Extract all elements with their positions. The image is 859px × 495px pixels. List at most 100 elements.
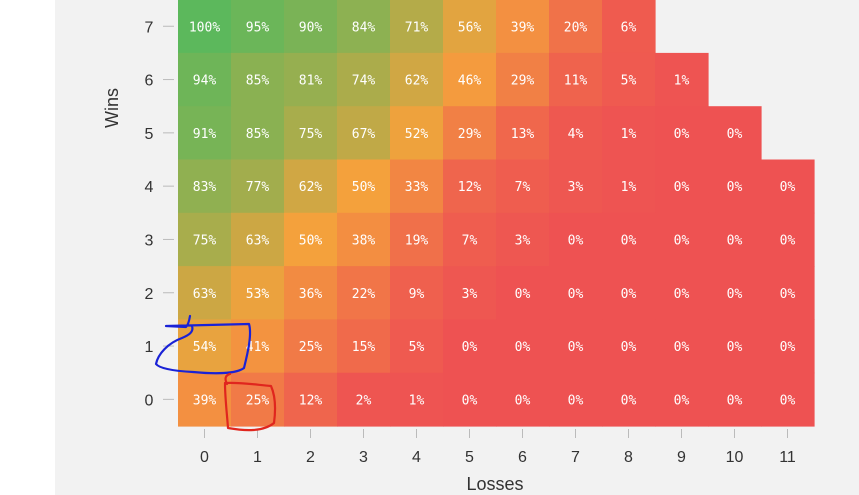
y-tick-label: 2: [145, 286, 154, 303]
cell-label: 0%: [780, 287, 796, 302]
heatmap-cell: [284, 106, 338, 161]
x-tick-label: 1: [253, 449, 262, 466]
x-tick-label: 11: [779, 449, 796, 466]
x-tick-label: 6: [518, 449, 527, 466]
heatmap-cell: [178, 266, 232, 320]
cell-label: 50%: [299, 233, 323, 248]
heatmap-cell: [178, 372, 232, 427]
cell-label: 0%: [674, 340, 690, 355]
cell-label: 0%: [727, 287, 743, 302]
cell-label: 63%: [246, 233, 270, 248]
x-tick-label: 4: [412, 449, 421, 466]
axis-ticks: 0 1 2 3 4 5 6 7 0 1 2 3 4 5 6 7 8 9 10 11: [145, 19, 796, 466]
heatmap-cell: [655, 52, 709, 107]
heatmap-cell: [708, 372, 762, 427]
x-tick-label: 5: [465, 449, 474, 466]
cell-label: 0%: [674, 287, 690, 302]
cell-label: 5%: [409, 340, 425, 355]
heatmap-cell: [443, 106, 497, 161]
heatmap-cell: [761, 212, 815, 267]
heatmap-cell: [178, 212, 232, 267]
heatmap-cell: [496, 212, 550, 267]
heatmap-cell: [549, 212, 603, 267]
cell-label: 62%: [405, 74, 429, 89]
heatmap-cell: [337, 212, 391, 267]
cell-label: 0%: [727, 393, 743, 408]
heatmap-cell: [602, 106, 656, 161]
blue-annotation-loop: [154, 314, 252, 375]
heatmap-cell: [496, 319, 550, 374]
cell-label: 50%: [352, 180, 376, 195]
heatmap-cell: [496, 266, 550, 320]
cell-label: 0%: [568, 287, 584, 302]
x-tick-label: 2: [306, 449, 315, 466]
cell-label: 0%: [568, 340, 584, 355]
cell-label: 3%: [568, 180, 584, 195]
heatmap-cell: [337, 106, 391, 161]
heatmap-cell: [390, 372, 444, 427]
heatmap-cell: [655, 372, 709, 427]
heatmap-cell: [602, 266, 656, 320]
cell-label: 0%: [515, 393, 531, 408]
cell-label: 0%: [780, 233, 796, 248]
cell-label: 94%: [193, 74, 217, 89]
cell-label: 81%: [299, 74, 323, 89]
cell-label: 91%: [193, 127, 217, 142]
y-tick-label: 4: [145, 179, 154, 196]
heatmap-cell: [390, 159, 444, 214]
cell-label: 63%: [193, 287, 217, 302]
heatmap-cell: [602, 372, 656, 427]
heatmap-cell: [443, 212, 497, 267]
heatmap-cell: [284, 212, 338, 267]
heatmap-cell: [496, 106, 550, 161]
cell-label: 0%: [780, 180, 796, 195]
x-tick-label: 3: [359, 449, 368, 466]
cell-label: 85%: [246, 127, 270, 142]
cell-label: 0%: [727, 340, 743, 355]
heatmap-cell: [761, 266, 815, 320]
heatmap-cell: [496, 372, 550, 427]
cell-label: 1%: [621, 127, 637, 142]
cell-label: 84%: [352, 20, 376, 35]
heatmap-cell: [390, 266, 444, 320]
cell-label: 0%: [462, 393, 478, 408]
y-axis-title: Wins: [102, 88, 122, 128]
cell-label: 4%: [568, 127, 584, 142]
cell-label: 15%: [352, 340, 376, 355]
cell-label: 56%: [458, 20, 482, 35]
heatmap-cell: [655, 212, 709, 267]
y-tick-label: 6: [145, 73, 154, 90]
heatmap-cell: [390, 52, 444, 107]
cell-label: 0%: [621, 233, 637, 248]
hand-annotations: [154, 314, 277, 432]
x-axis-title: Losses: [466, 474, 523, 494]
cell-label: 41%: [246, 340, 270, 355]
heatmap-cell: [602, 159, 656, 214]
heatmap-cell: [655, 319, 709, 374]
cell-label: 75%: [193, 233, 217, 248]
cell-label: 7%: [515, 180, 531, 195]
heatmap-cell: [178, 106, 232, 161]
heatmap-cell: [178, 52, 232, 107]
cell-label: 25%: [246, 393, 270, 408]
cell-label: 0%: [568, 393, 584, 408]
heatmap-cell: [231, 319, 285, 374]
cell-label: 0%: [727, 127, 743, 142]
heatmap-cell: [337, 159, 391, 214]
heatmap-cell: [708, 319, 762, 374]
heatmap-cell: [443, 319, 497, 374]
heatmap-cell: [390, 106, 444, 161]
cell-label: 29%: [511, 74, 535, 89]
heatmap-cell: [337, 372, 391, 427]
cell-label: 1%: [674, 74, 690, 89]
heatmap-cell: [284, 159, 338, 214]
y-tick-label: 3: [145, 232, 154, 249]
cell-label: 0%: [568, 233, 584, 248]
cell-label: 12%: [299, 393, 323, 408]
heatmap-cell: [231, 0, 285, 54]
cell-label: 52%: [405, 127, 429, 142]
cell-label: 39%: [193, 393, 217, 408]
cell-label: 1%: [409, 393, 425, 408]
x-tick-label: 8: [624, 449, 633, 466]
